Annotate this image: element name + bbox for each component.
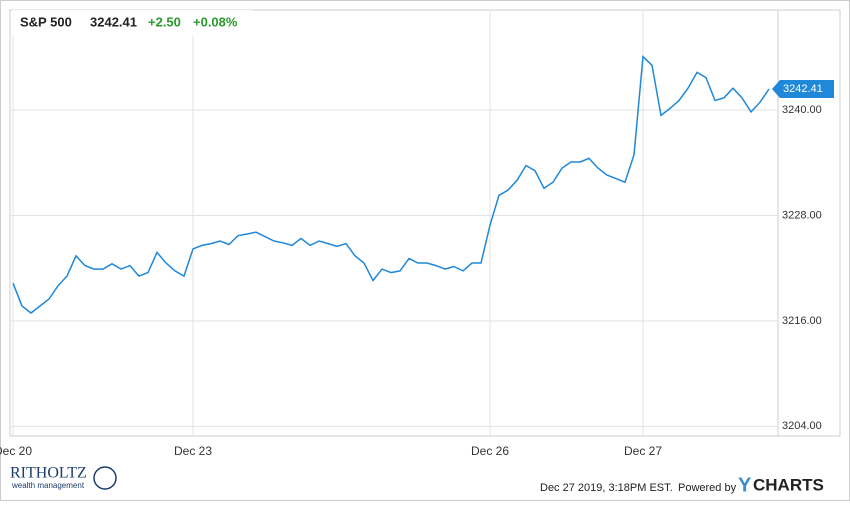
axis-panel: [777, 9, 841, 437]
y-tick-label: 3204.00: [782, 420, 822, 432]
logo: RITHOLTZ: [10, 465, 87, 482]
grid: [10, 10, 778, 436]
logo-sub: wealth management: [11, 481, 85, 490]
header-price: 3242.41: [90, 14, 137, 29]
last-price-flag: [772, 79, 834, 98]
brand-rest: CHARTS: [753, 475, 824, 494]
x-tick-label: Dec 23: [174, 444, 212, 458]
last-price-label: 3242.41: [783, 83, 823, 95]
x-tick-label: Dec 26: [471, 444, 509, 458]
header-title: S&P 500: [20, 14, 72, 29]
powered-by: Powered by: [678, 482, 737, 494]
header-change-pct: +0.08%: [193, 14, 238, 29]
header-change: +2.50: [148, 14, 181, 29]
y-tick-label: 3228.00: [782, 209, 822, 221]
x-tick-label: Dec 27: [624, 444, 662, 458]
y-tick-label: 3240.00: [782, 104, 822, 116]
price-line: [12, 54, 770, 314]
logo-emblem: [93, 466, 117, 490]
x-tick-label: Dec 20: [0, 444, 32, 458]
header-box: [12, 10, 252, 36]
timestamp: Dec 27 2019, 3:18PM EST.: [540, 482, 673, 494]
brand-y: Y: [738, 474, 752, 496]
marks: [12, 54, 770, 314]
plot-area: [9, 9, 779, 437]
y-tick-label: 3216.00: [782, 315, 822, 327]
